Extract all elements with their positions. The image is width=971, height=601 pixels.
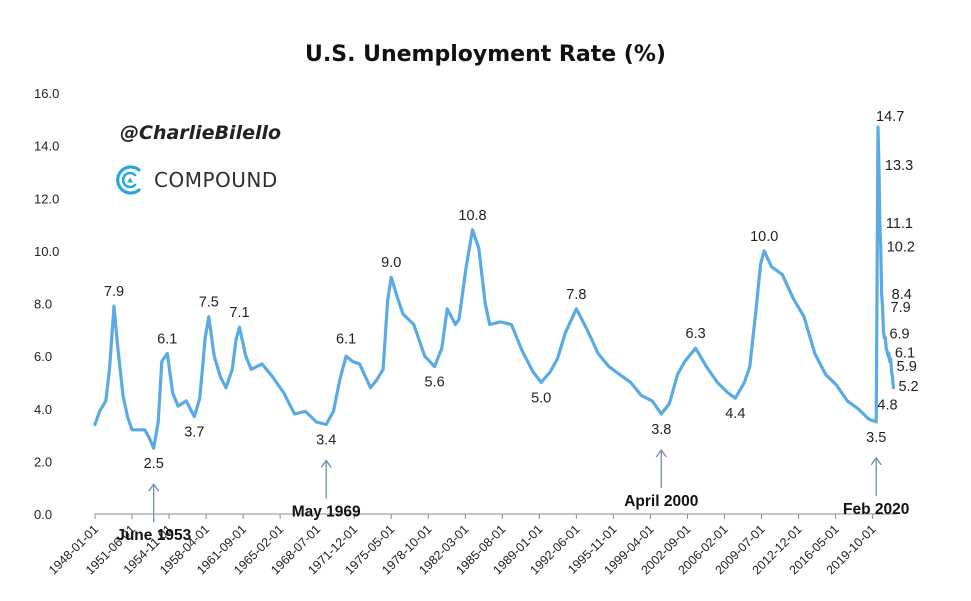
- data-label: 6.9: [889, 326, 909, 342]
- y-tick-label: 16.0: [34, 86, 59, 101]
- annotation-label: April 2000: [624, 493, 698, 510]
- data-label: 5.2: [898, 379, 918, 395]
- data-label: 5.9: [897, 359, 917, 375]
- data-label: 3.5: [866, 430, 886, 446]
- y-tick-label: 6.0: [34, 349, 52, 364]
- y-tick-label: 12.0: [34, 191, 59, 206]
- data-label: 5.0: [531, 390, 551, 406]
- data-label: 3.8: [651, 422, 671, 438]
- data-label: 7.8: [566, 287, 586, 303]
- data-label: 4.8: [877, 398, 897, 414]
- annotation-label: Feb 2020: [843, 501, 909, 518]
- data-label: 5.6: [424, 375, 444, 391]
- y-tick-label: 0.0: [34, 507, 52, 522]
- brand-logo: COMPOUND: [112, 160, 278, 200]
- chart-title: U.S. Unemployment Rate (%): [305, 42, 666, 67]
- annotation-label: June 1953: [116, 527, 191, 544]
- y-tick-label: 2.0: [34, 454, 52, 469]
- data-label: 11.1: [886, 216, 913, 232]
- annotations: June 1953 May 1969 April 2000 Feb 2020: [116, 448, 909, 544]
- annotation-label: May 1969: [292, 504, 361, 521]
- data-label: 13.3: [885, 158, 913, 174]
- data-label: 7.9: [104, 284, 124, 300]
- x-axis: 1948-01-011951-06-011954-11-011958-04-01…: [46, 513, 897, 577]
- data-label: 7.1: [229, 305, 249, 321]
- compound-logo-icon: [116, 165, 141, 195]
- series-layer: [93, 125, 896, 450]
- data-label: 6.1: [157, 331, 177, 347]
- y-tick-label: 10.0: [34, 244, 59, 259]
- annotation-arrowhead: [655, 448, 667, 458]
- data-label: 3.4: [316, 433, 336, 449]
- data-label: 6.1: [336, 331, 356, 347]
- annotation-arrowhead: [148, 483, 160, 492]
- data-label: 7.5: [199, 295, 219, 311]
- data-label: 4.4: [725, 406, 745, 422]
- y-tick-label: 8.0: [34, 297, 52, 312]
- y-axis: 0.0 2.0 4.0 6.0 8.0 10.0 12.0 14.0 16.0: [34, 86, 59, 522]
- data-label: 6.1: [895, 345, 915, 361]
- annotation-arrowhead: [870, 456, 882, 466]
- data-label: 3.7: [184, 425, 204, 441]
- data-label: 2.5: [144, 456, 164, 472]
- y-tick-label: 14.0: [34, 139, 59, 154]
- data-label: 10.8: [458, 208, 486, 224]
- y-tick-label: 4.0: [34, 402, 52, 417]
- watermark-handle: @CharlieBilello: [120, 122, 282, 144]
- data-label: 7.9: [891, 300, 911, 316]
- data-label: 10.2: [887, 240, 915, 256]
- annotation-arrowhead: [320, 459, 332, 468]
- data-label: 10.0: [750, 229, 778, 245]
- data-label: 8.4: [892, 287, 912, 303]
- data-labels: 7.9 2.5 6.1 3.7 7.5 7.1 3.4 6.1 9.0 5.6 10.8 5.0 7.8…: [104, 109, 919, 472]
- data-label: 6.3: [686, 326, 706, 342]
- series-line: [93, 125, 896, 450]
- data-label: 14.7: [876, 109, 904, 125]
- data-label: 9.0: [381, 255, 401, 271]
- brand-name: COMPOUND: [154, 168, 278, 192]
